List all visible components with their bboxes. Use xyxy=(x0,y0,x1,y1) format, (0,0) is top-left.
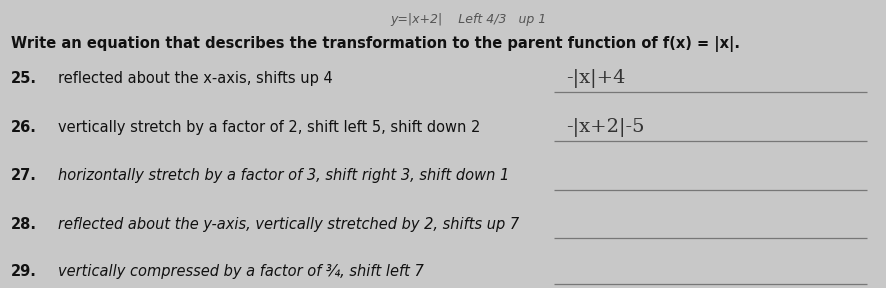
Text: 27.: 27. xyxy=(11,168,36,183)
Text: -|x|+4: -|x|+4 xyxy=(565,69,625,88)
Text: 25.: 25. xyxy=(11,71,36,86)
Text: reflected about the y-axis, vertically stretched by 2, shifts up 7: reflected about the y-axis, vertically s… xyxy=(58,217,518,232)
Text: vertically stretch by a factor of 2, shift left 5, shift down 2: vertically stretch by a factor of 2, shi… xyxy=(58,120,479,134)
Text: 28.: 28. xyxy=(11,217,36,232)
Text: 29.: 29. xyxy=(11,264,36,278)
Text: horizontally stretch by a factor of 3, shift right 3, shift down 1: horizontally stretch by a factor of 3, s… xyxy=(58,168,509,183)
Text: 26.: 26. xyxy=(11,120,36,134)
Text: -|x+2|-5: -|x+2|-5 xyxy=(565,118,644,137)
Text: vertically compressed by a factor of ¾, shift left 7: vertically compressed by a factor of ¾, … xyxy=(58,264,423,278)
Text: reflected about the x-axis, shifts up 4: reflected about the x-axis, shifts up 4 xyxy=(58,71,332,86)
Text: y=|x+2|    Left 4/3   up 1: y=|x+2| Left 4/3 up 1 xyxy=(390,13,546,26)
Text: Write an equation that describes the transformation to the parent function of f(: Write an equation that describes the tra… xyxy=(11,36,739,52)
